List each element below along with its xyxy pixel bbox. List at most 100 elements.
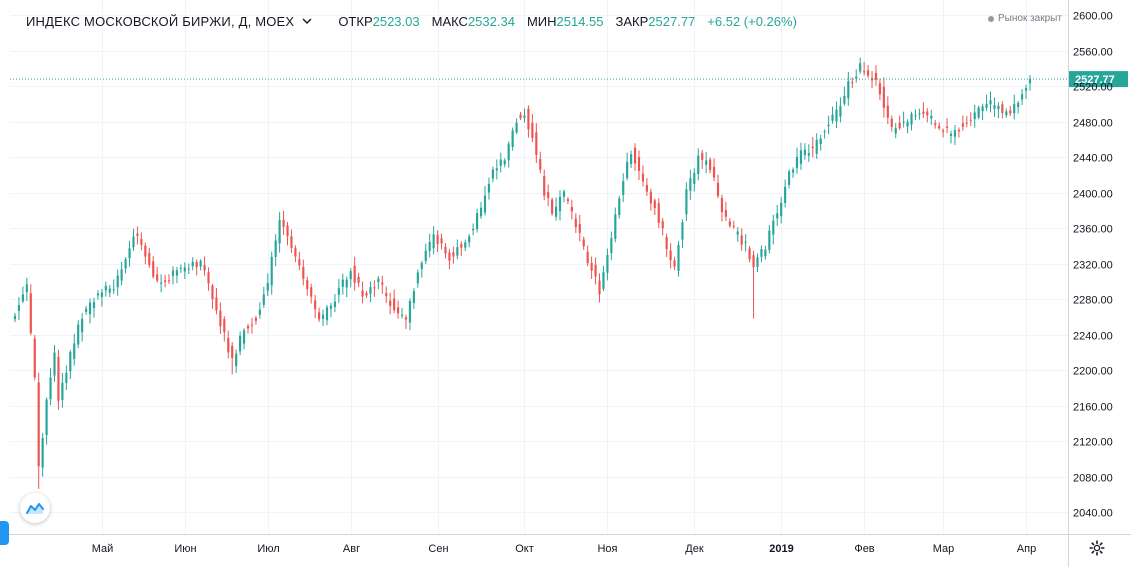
candle-body — [227, 337, 230, 353]
candle-body — [977, 107, 980, 118]
price-tick-label: 2040.00 — [1073, 508, 1113, 520]
candle-body — [1028, 79, 1032, 84]
price-tick-label: 2400.00 — [1073, 189, 1113, 201]
price-tick-label: 2080.00 — [1073, 473, 1113, 485]
candle-body — [756, 257, 759, 268]
candle-body — [167, 280, 171, 282]
side-panel-toggle[interactable] — [0, 521, 9, 545]
low-label: МИН — [526, 13, 557, 29]
price-tick-label: 2160.00 — [1073, 402, 1113, 414]
candle-body — [985, 103, 988, 108]
candle-body — [942, 130, 945, 132]
candle-body — [258, 309, 261, 315]
candle-body — [681, 222, 684, 240]
time-axis[interactable]: Май Июн Июл Авг Сен Окт Ноя Дек 2019 Фев Мар Апр — [0, 534, 1131, 556]
time-tick-label: 2019 — [769, 543, 793, 555]
candle-body — [598, 280, 601, 295]
candle-body — [499, 159, 502, 166]
candle-body — [195, 262, 198, 268]
candle-body — [847, 81, 850, 99]
market-status-text: Рынок закрыт — [998, 13, 1062, 24]
candle-body — [246, 325, 250, 329]
chevron-down-icon[interactable] — [300, 14, 314, 28]
candle-body — [444, 246, 447, 254]
candle-body — [1017, 102, 1020, 108]
candle-body — [491, 169, 494, 179]
candle-body — [29, 293, 32, 334]
candle-body — [945, 126, 949, 129]
candle-body — [697, 155, 700, 175]
candle-body — [128, 248, 131, 259]
candle-body — [547, 192, 550, 198]
candle-body — [570, 206, 573, 212]
candle-body — [136, 233, 139, 236]
candle-body — [448, 252, 451, 261]
candle-body — [440, 238, 443, 244]
candle-body — [519, 114, 522, 119]
candle-body — [582, 239, 585, 247]
candle-body — [274, 240, 277, 257]
candle-body — [262, 294, 265, 305]
candle-body — [551, 199, 554, 214]
candle-body — [661, 221, 664, 229]
candle-body — [85, 308, 88, 312]
candle-body — [811, 146, 814, 149]
candle-body — [649, 191, 652, 204]
candle-body — [81, 318, 84, 333]
candle-body — [890, 118, 893, 127]
candle-body — [934, 123, 937, 126]
candle-body — [179, 267, 182, 269]
candle-body — [898, 122, 901, 129]
candle-body — [475, 213, 479, 230]
candle-body — [926, 111, 929, 116]
candle-body — [539, 159, 542, 170]
candle-body — [1024, 87, 1028, 91]
candle-body — [96, 293, 100, 296]
candle-body — [938, 125, 941, 129]
candle-body — [124, 259, 127, 269]
candle-body — [701, 152, 704, 160]
market-status: Рынок закрыт — [988, 13, 1062, 24]
candle-body — [819, 138, 822, 145]
candle-body — [41, 438, 44, 468]
close-value: 2527.77 — [648, 13, 696, 29]
price-axis[interactable]: 2040.00 2080.00 2120.00 2160.00 2200.00 2240.… — [1068, 0, 1113, 567]
candle-body — [618, 198, 621, 216]
candle-body — [981, 106, 984, 112]
symbol-title[interactable]: ИНДЕКС МОСКОВСКОЙ БИРЖИ, Д, MOEX — [26, 13, 295, 29]
candle-body — [211, 285, 214, 300]
time-tick-label: Окт — [515, 543, 534, 555]
candle-body — [831, 114, 834, 121]
candle-body — [997, 105, 1000, 110]
price-tick-label: 2520.00 — [1073, 82, 1113, 94]
price-tick-label: 2280.00 — [1073, 295, 1113, 307]
price-tick-label: 2320.00 — [1073, 260, 1113, 272]
candle-body — [13, 315, 17, 320]
candle-body — [369, 287, 372, 295]
candle-body — [219, 310, 222, 327]
candle-body — [930, 115, 933, 119]
candle-body — [203, 265, 206, 271]
candle-body — [855, 76, 858, 79]
candle-body — [278, 219, 281, 244]
candle-body — [436, 235, 439, 244]
candle-body — [428, 241, 431, 252]
candle-body — [922, 111, 925, 114]
candle-body — [483, 195, 487, 213]
candle-body — [420, 263, 423, 270]
candle-body — [859, 63, 862, 72]
candle-body — [286, 225, 289, 236]
candle-body — [554, 206, 558, 217]
candle-body — [235, 353, 238, 367]
settings-button[interactable] — [1086, 537, 1108, 559]
candle-body — [404, 317, 408, 320]
candle-body — [633, 147, 637, 164]
candle-body — [874, 72, 878, 80]
candle-body — [61, 382, 64, 400]
chart-logo-button[interactable] — [20, 493, 50, 523]
gear-icon — [1089, 540, 1105, 556]
candle-body — [823, 131, 826, 133]
candle-body — [953, 130, 957, 137]
